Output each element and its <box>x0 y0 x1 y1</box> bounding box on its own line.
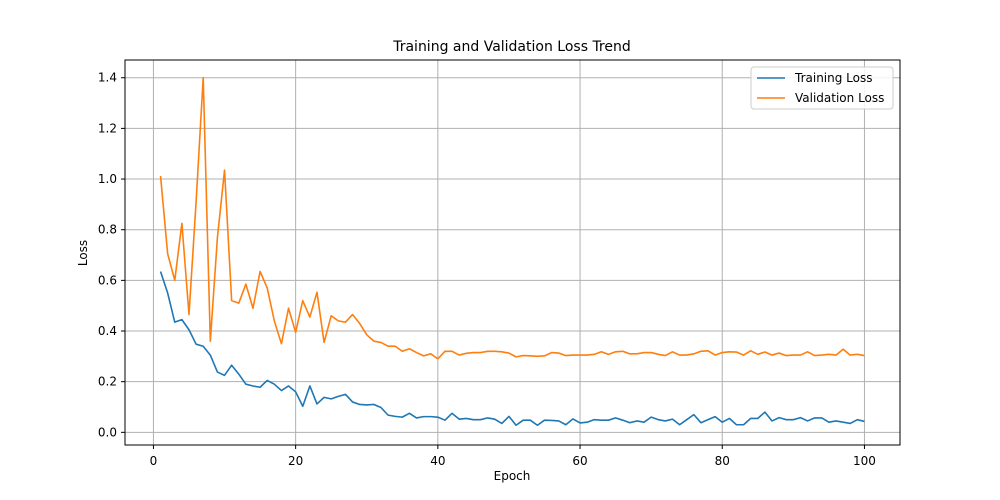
x-tick-label: 100 <box>853 454 876 468</box>
legend-box <box>750 66 894 110</box>
y-tick-label: 0.0 <box>98 425 117 439</box>
grid-lines <box>125 60 900 445</box>
x-tick-label: 60 <box>572 454 587 468</box>
x-tick-label: 0 <box>150 454 158 468</box>
y-tick-label: 0.6 <box>98 273 117 287</box>
legend: Training Loss Validation Loss <box>750 66 894 110</box>
x-axis-ticks: 0 20 40 60 80 100 <box>150 445 876 468</box>
y-tick-label: 0.2 <box>98 375 117 389</box>
plot-frame <box>124 59 901 446</box>
series-layer <box>159 76 865 427</box>
y-tick-label: 1.2 <box>98 121 117 135</box>
x-axis-label: Epoch <box>494 469 531 483</box>
x-tick-label: 40 <box>430 454 445 468</box>
y-tick-label: 0.4 <box>98 324 117 338</box>
chart-title: Training and Validation Loss Trend <box>392 39 631 55</box>
training-loss-legend-label: Training Loss <box>794 71 872 85</box>
x-tick-label: 80 <box>715 454 730 468</box>
validation-loss-line <box>159 76 865 360</box>
x-tick-label: 20 <box>288 454 303 468</box>
training-loss-line <box>159 271 865 427</box>
y-tick-label: 0.8 <box>98 223 117 237</box>
y-tick-label: 1.4 <box>98 71 117 85</box>
validation-loss-legend-label: Validation Loss <box>795 91 884 105</box>
y-axis-ticks: 0.0 0.2 0.4 0.6 0.8 1.0 1.2 1.4 <box>98 71 125 439</box>
y-axis-label: Loss <box>76 240 90 266</box>
y-tick-label: 1.0 <box>98 172 117 186</box>
